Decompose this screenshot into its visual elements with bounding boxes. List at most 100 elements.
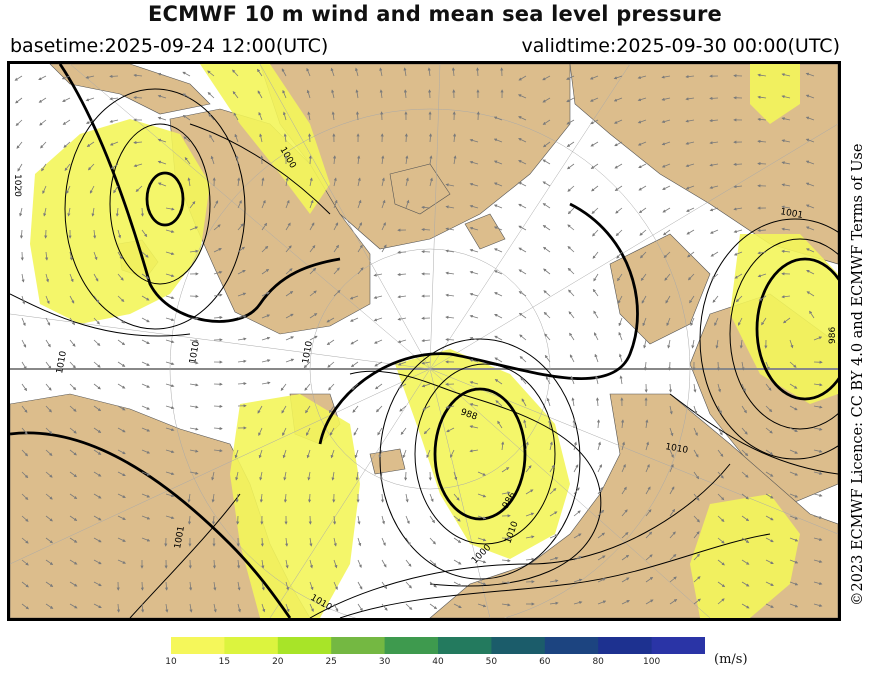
wind-arrow (781, 95, 791, 99)
wind-arrow (469, 314, 479, 319)
wind-arrow (309, 313, 318, 319)
wind-arrow (400, 427, 407, 436)
wind-arrow (717, 493, 725, 501)
wind-arrow (643, 339, 647, 349)
wind-arrow (545, 376, 551, 385)
wind-arrow (397, 317, 407, 321)
wind-arrow (805, 94, 815, 99)
wind-arrow (257, 90, 263, 99)
wind-arrow (135, 185, 143, 193)
wind-arrow (21, 537, 29, 544)
wind-arrow (93, 273, 99, 282)
wind-arrow (645, 486, 651, 495)
wind-arrow (237, 581, 241, 591)
wind-arrow (357, 515, 361, 525)
wind-arrow (813, 383, 823, 387)
wind-arrow (712, 295, 719, 303)
wind-arrow (469, 270, 479, 275)
wind-arrow (309, 244, 316, 253)
wind-arrow (109, 141, 119, 146)
wind-arrow (765, 471, 774, 477)
wind-arrow (693, 598, 701, 605)
wind-arrow (285, 603, 290, 613)
wind-arrow (661, 97, 671, 101)
wind-arrow (285, 268, 293, 275)
wind-arrow (645, 441, 650, 451)
wind-arrow (543, 311, 551, 319)
wind-arrow (421, 205, 431, 210)
wind-arrow (614, 141, 623, 147)
wind-arrow (765, 383, 772, 391)
wind-arrow (567, 207, 575, 215)
wind-arrow (493, 248, 503, 253)
wind-area-se (690, 494, 800, 618)
wind-arrow (741, 471, 749, 478)
wind-arrow (281, 68, 287, 77)
wind-arrow (349, 295, 359, 300)
wind-arrow (64, 163, 71, 172)
wind-arrow (397, 295, 407, 299)
wind-arrow (45, 383, 52, 391)
wind-arrow (452, 133, 457, 143)
wind-arrow (666, 317, 671, 327)
wind-shading-layer (30, 64, 838, 618)
wind-arrow (357, 559, 362, 569)
wind-arrow (258, 449, 263, 459)
wind-arrow (165, 383, 175, 388)
wind-arrow (445, 183, 455, 187)
wind-arrow (805, 116, 815, 121)
wind-arrow (141, 515, 151, 520)
wind-arrow (805, 160, 815, 165)
wind-arrow (357, 244, 363, 253)
wind-arrow (165, 339, 175, 344)
wind-arrow (428, 89, 432, 99)
wind-arrow (494, 292, 503, 297)
wind-arrow (543, 268, 551, 275)
wind-arrow (567, 246, 575, 253)
isobar-label: 1010 (188, 340, 202, 365)
wind-arrow (189, 226, 199, 231)
wind-arrow (189, 249, 199, 253)
wind-arrow (693, 515, 700, 523)
wind-arrow (426, 449, 431, 459)
wind-arrow (757, 95, 767, 99)
wind-arrow (41, 163, 47, 172)
wind-arrow (597, 441, 602, 451)
wind-arrow (403, 89, 408, 99)
license-text: ©2023 ECMWF Licence: CC BY 4.0 and ECMWF… (850, 143, 866, 606)
wind-arrow (445, 227, 455, 231)
wind-arrow (38, 75, 47, 80)
wind-arrow (497, 420, 503, 429)
wind-arrow (189, 603, 193, 613)
wind-arrow (17, 163, 23, 172)
wind-arrow (493, 270, 503, 275)
wind-arrow (591, 207, 599, 214)
wind-arrow (568, 289, 575, 297)
wind-arrow (405, 603, 413, 611)
wind-arrow (493, 116, 503, 121)
wind-arrow (621, 441, 626, 451)
wind-arrow (429, 581, 437, 588)
wind-arrow (717, 383, 722, 393)
isobar-low-east (755, 257, 838, 401)
wind-arrow (427, 67, 431, 77)
wind-arrow (709, 96, 719, 100)
wind-arrow (691, 339, 695, 349)
wind-arrow (330, 67, 335, 77)
wind-arrow (789, 581, 799, 586)
wind-arrow (328, 405, 335, 414)
wind-arrow (45, 427, 53, 435)
wind-arrow (573, 578, 583, 583)
wind-arrow (669, 599, 678, 605)
isobar-center-3 (379, 338, 581, 580)
wind-arrow (307, 471, 311, 481)
wind-area-ne (750, 64, 800, 124)
wind-arrow (544, 354, 551, 363)
wind-arrow (309, 581, 314, 591)
wind-arrow (519, 355, 527, 363)
wind-arrow (381, 581, 388, 590)
wind-arrow (638, 163, 647, 168)
wind-arrow (757, 273, 767, 278)
wind-arrow (234, 449, 239, 459)
wind-arrow (281, 405, 287, 414)
